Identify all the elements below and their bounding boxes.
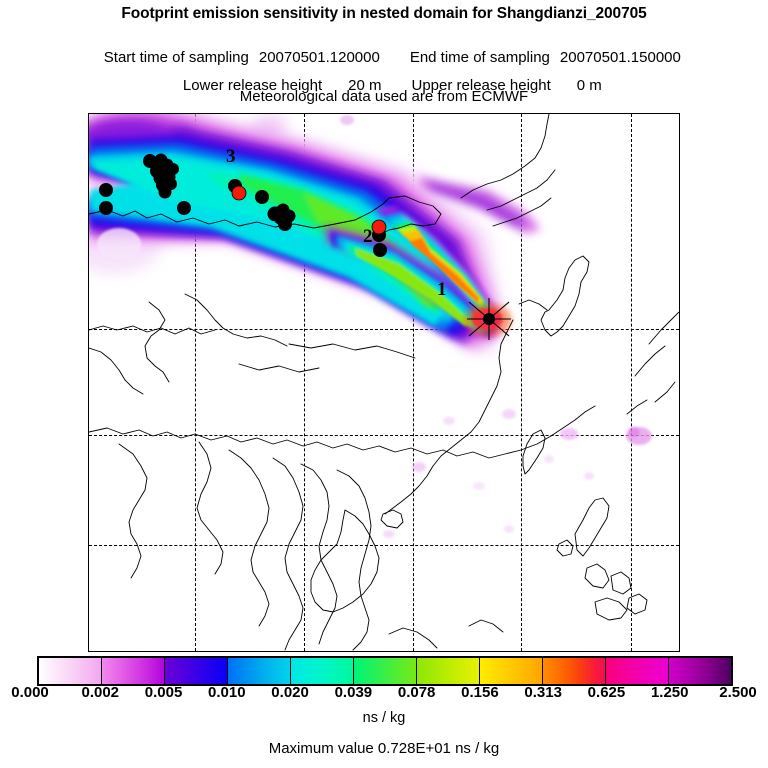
maximum-value-label: Maximum value 0.728E+01 ns / kg [268, 740, 500, 757]
colorbar-segment-3 [228, 658, 291, 684]
start-time-value: 20070501.120000 [258, 49, 380, 66]
colorbar-segment-8 [543, 658, 606, 684]
colorbar-segment-10 [669, 658, 731, 684]
upper-release-value: 0 m [576, 77, 602, 94]
gridline-vertical [631, 114, 632, 651]
particle-markers [99, 153, 511, 340]
trajectory-label-3: 3 [226, 146, 236, 167]
footprint-sensitivity-field [89, 114, 652, 538]
gridline-vertical [304, 114, 305, 651]
meteorology-source-line: Meteorological data used are from ECMWF [239, 88, 529, 105]
colorbar-unit-label: ns / kg [362, 710, 406, 726]
colorbar-segment-4 [291, 658, 354, 684]
map-plot-frame: 3 2 1 [88, 113, 680, 652]
gridline-horizontal [89, 435, 679, 436]
colorbar-tick-1: 0.002 [81, 684, 120, 701]
red-marker-group [231, 185, 387, 235]
release-point-star [467, 298, 511, 340]
colorbar-tick-10: 1.250 [650, 684, 689, 701]
colorbar-segment-6 [417, 658, 480, 684]
gridline-vertical [521, 114, 522, 651]
release-height-line: Lower release height 20 m Upper release he… [0, 60, 768, 111]
lower-release-value: 20 m [348, 77, 382, 94]
colorbar-segment-9 [606, 658, 669, 684]
colorbar-segment-5 [354, 658, 417, 684]
coastline-and-borders [89, 114, 679, 651]
colorbar-tick-labels: 0.000 0.002 0.005 0.010 0.020 0.039 0.078 0.156… [0, 684, 768, 704]
gridline-horizontal [89, 545, 679, 546]
upper-release-label: Upper release height [411, 77, 551, 94]
colorbar-tick-5: 0.039 [334, 684, 373, 701]
colorbar-tick-3: 0.010 [208, 684, 246, 701]
colorbar-tick-4: 0.020 [271, 684, 309, 701]
colorbar [37, 656, 733, 686]
colorbar-segment-0 [39, 658, 102, 684]
end-time-label: End time of sampling [409, 49, 550, 66]
colorbar-tick-11: 2.500 [719, 684, 757, 701]
colorbar-tick-6: 0.078 [397, 684, 436, 701]
lower-release-label: Lower release height [182, 77, 323, 94]
colorbar-tick-8: 0.313 [524, 684, 562, 701]
end-time-value: 20070501.150000 [559, 49, 681, 66]
colorbar-segment-7 [480, 658, 543, 684]
colorbar-segment-1 [102, 658, 165, 684]
page-title: Footprint emission sensitivity in nested… [121, 5, 647, 22]
gridline-horizontal [89, 329, 679, 330]
map-plot-canvas: 3 2 1 [89, 114, 679, 651]
colorbar-tick-2: 0.005 [144, 684, 183, 701]
start-time-label: Start time of sampling [103, 49, 249, 66]
colorbar-tick-7: 0.156 [461, 684, 499, 701]
trajectory-label-1: 1 [437, 279, 447, 300]
colorbar-tick-0: 0.000 [11, 684, 49, 701]
colorbar-tick-9: 0.625 [587, 684, 626, 701]
gridline-vertical [413, 114, 414, 651]
trajectory-label-2: 2 [363, 226, 373, 247]
black-marker-group [99, 153, 387, 257]
colorbar-segment-2 [165, 658, 228, 684]
sampling-time-line: Start time of sampling 20070501.120000 End… [0, 32, 768, 83]
gridline-vertical [195, 114, 196, 651]
